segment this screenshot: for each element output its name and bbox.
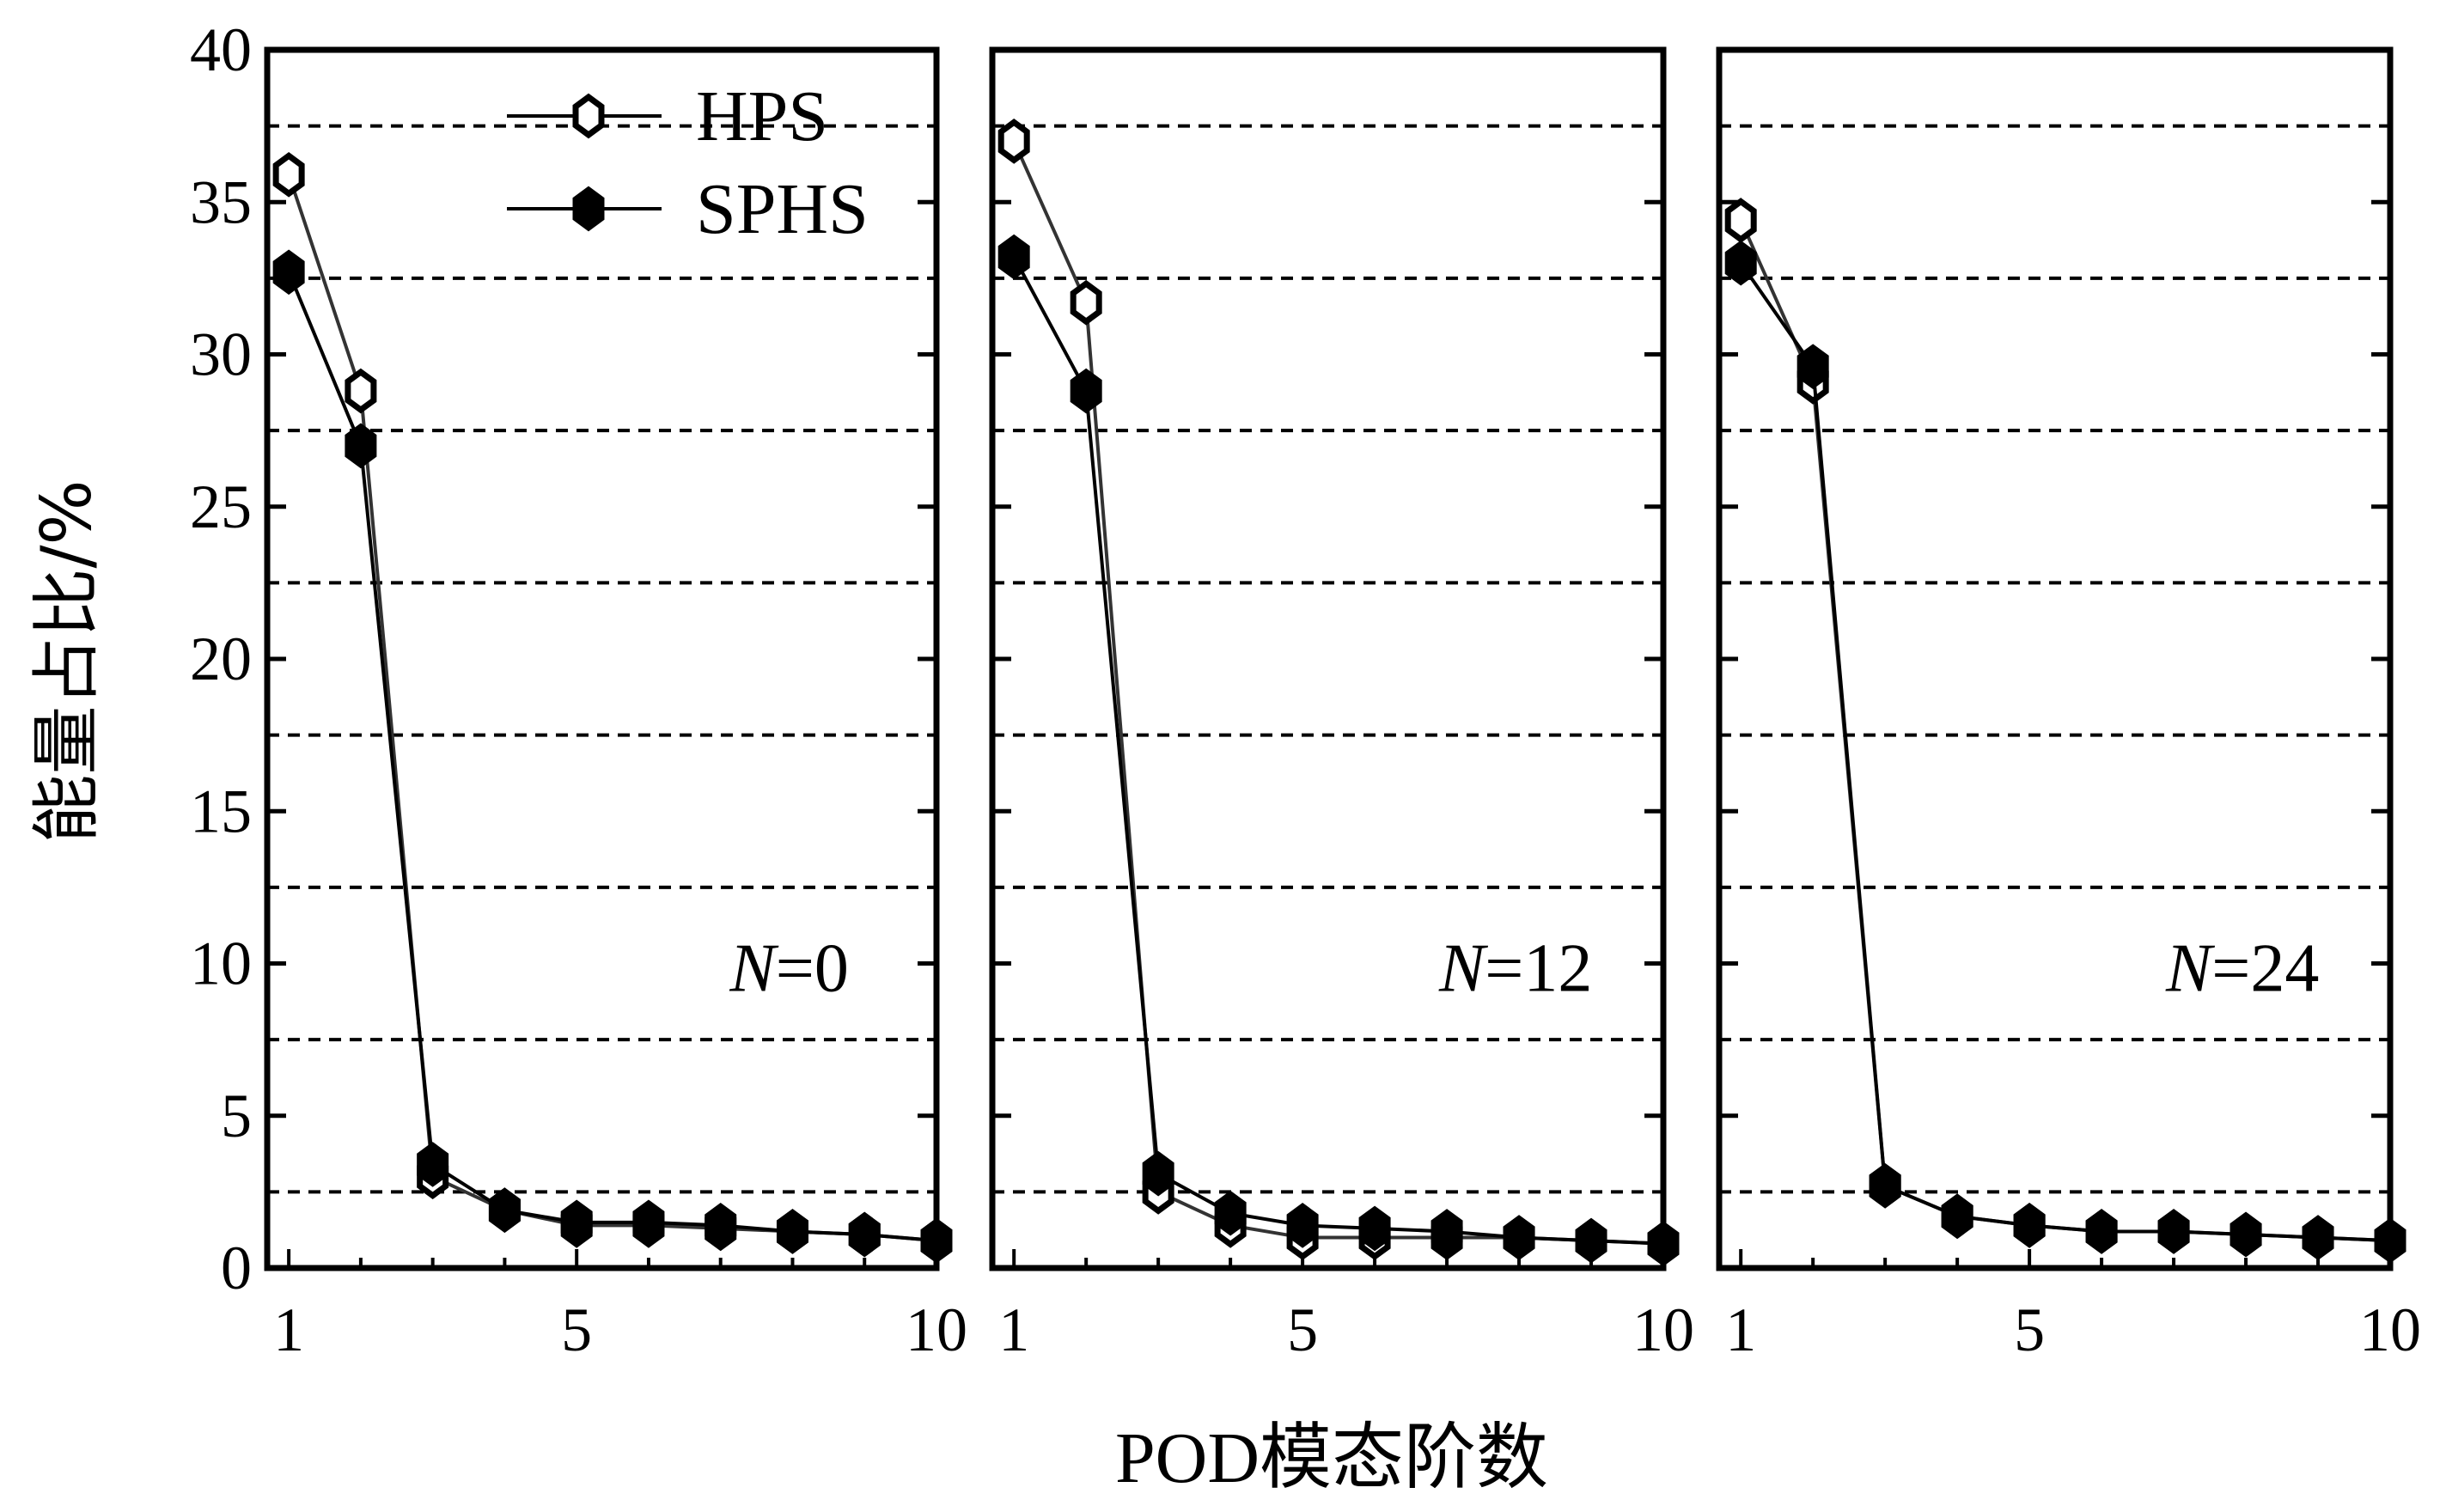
series-hps bbox=[272, 152, 953, 1264]
panel-2: 1 5 10 N=24 bbox=[1716, 46, 2421, 1364]
data-point bbox=[2157, 1209, 2190, 1254]
data-point bbox=[1286, 1203, 1319, 1248]
legend-label: SPHS bbox=[696, 169, 869, 249]
panel-label-n: N bbox=[2165, 930, 2216, 1006]
x-tick-label: 10 bbox=[1632, 1296, 1694, 1364]
data-point bbox=[272, 152, 305, 198]
series-line bbox=[1739, 219, 2391, 1243]
panel-label: N=0 bbox=[729, 930, 848, 1006]
data-point bbox=[997, 119, 1030, 164]
y-tick-label: 35 bbox=[190, 168, 252, 236]
panel-label-value: =24 bbox=[2211, 930, 2319, 1006]
legend-label: HPS bbox=[696, 76, 828, 156]
y-tick-label: 10 bbox=[190, 930, 252, 998]
series-line bbox=[1739, 262, 2391, 1243]
x-tick-label: 10 bbox=[2359, 1296, 2421, 1364]
data-point bbox=[705, 1203, 737, 1248]
series-sphs bbox=[272, 249, 953, 1264]
data-point bbox=[1070, 279, 1102, 326]
y-tick-label: 40 bbox=[190, 15, 252, 84]
panel-1: 1 5 10 N=12 bbox=[989, 46, 1694, 1364]
data-point bbox=[1430, 1209, 1463, 1254]
data-point bbox=[2230, 1211, 2262, 1258]
legend: HPS SPHS bbox=[507, 76, 869, 249]
data-point bbox=[1724, 198, 1757, 243]
data-point bbox=[2013, 1203, 2046, 1248]
y-tick-label: 25 bbox=[190, 472, 252, 541]
x-tick-label: 1 bbox=[273, 1296, 304, 1364]
data-point bbox=[848, 1211, 881, 1258]
plot-frame bbox=[989, 46, 1667, 1271]
data-point bbox=[1142, 1150, 1174, 1197]
x-tick-label: 1 bbox=[1725, 1296, 1756, 1364]
data-point bbox=[1214, 1190, 1247, 1236]
x-tick-label: 5 bbox=[2014, 1296, 2045, 1364]
plot-frame bbox=[1716, 46, 2394, 1271]
x-tick-label: 5 bbox=[1287, 1296, 1318, 1364]
data-point bbox=[272, 249, 305, 296]
data-point bbox=[417, 1142, 449, 1187]
series-line bbox=[287, 271, 937, 1243]
data-point bbox=[1503, 1215, 1535, 1260]
data-point bbox=[1575, 1217, 1607, 1264]
data-point bbox=[1070, 368, 1102, 414]
data-point bbox=[1869, 1162, 1901, 1209]
data-point bbox=[632, 1199, 665, 1246]
data-point bbox=[920, 1217, 953, 1264]
panel-label: N=12 bbox=[1438, 930, 1592, 1006]
x-tick-label: 5 bbox=[561, 1296, 592, 1364]
data-point bbox=[1724, 240, 1757, 286]
data-point bbox=[776, 1209, 808, 1254]
panel-label-value: =0 bbox=[776, 930, 849, 1006]
x-tick-label: 1 bbox=[998, 1296, 1029, 1364]
series-line bbox=[1012, 140, 1664, 1246]
data-point bbox=[560, 1199, 593, 1246]
y-tick-label: 20 bbox=[190, 625, 252, 693]
x-tick-label: 10 bbox=[906, 1296, 967, 1364]
panel-label-value: =12 bbox=[1485, 930, 1592, 1006]
legend-marker bbox=[572, 186, 605, 232]
series-hps bbox=[1724, 198, 2406, 1264]
data-point bbox=[1796, 344, 1829, 390]
y-tick-label: 5 bbox=[221, 1082, 252, 1150]
panel-label-n: N bbox=[729, 930, 779, 1006]
y-tick-label: 15 bbox=[190, 777, 252, 845]
data-point bbox=[2374, 1217, 2406, 1264]
y-tick-label: 30 bbox=[190, 320, 252, 389]
series-line bbox=[1012, 256, 1664, 1246]
panel-label: N=24 bbox=[2165, 930, 2319, 1006]
y-axis-label: 能量占比/% bbox=[27, 480, 107, 844]
data-point bbox=[1647, 1221, 1680, 1266]
plot-frame bbox=[264, 46, 940, 1271]
x-axis-label: POD模态阶数 bbox=[1115, 1418, 1548, 1498]
panel-label-n: N bbox=[1438, 930, 1489, 1006]
data-point bbox=[345, 368, 377, 414]
data-point bbox=[997, 234, 1030, 280]
data-point bbox=[1358, 1205, 1391, 1252]
series-hps bbox=[997, 119, 1680, 1266]
series-sphs bbox=[997, 234, 1680, 1266]
series-sphs bbox=[1724, 240, 2406, 1264]
data-point bbox=[2085, 1209, 2118, 1254]
legend-marker bbox=[572, 93, 605, 139]
data-point bbox=[2302, 1215, 2334, 1260]
data-point bbox=[1941, 1193, 1973, 1240]
data-point bbox=[488, 1187, 521, 1233]
data-point bbox=[345, 423, 377, 469]
y-tick-label: 0 bbox=[221, 1234, 252, 1302]
